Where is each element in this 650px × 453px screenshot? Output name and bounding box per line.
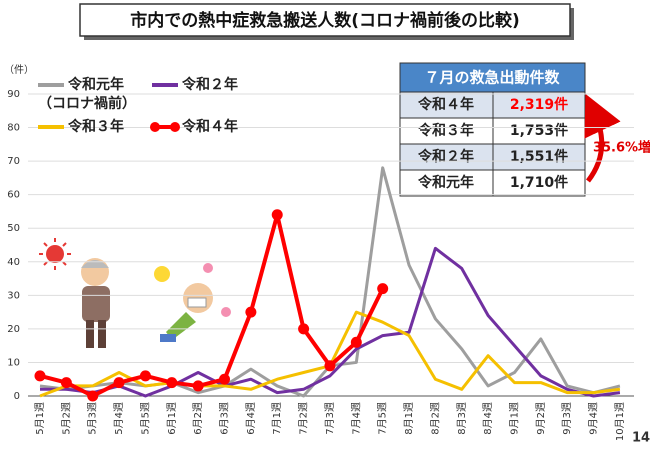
- marker: [245, 306, 257, 318]
- legend-label: 令和３年: [67, 118, 124, 135]
- marker: [113, 377, 125, 389]
- x-tick-label: 8月1週: [403, 402, 415, 435]
- x-tick-label: 8月3週: [456, 402, 468, 435]
- y-tick-label: 30: [7, 290, 20, 301]
- marker: [324, 360, 336, 372]
- marker: [219, 373, 231, 385]
- page-number: 14: [632, 431, 650, 446]
- marker: [60, 377, 72, 389]
- legend-label: 令和元年: [67, 76, 124, 93]
- x-tick-label: 6月3週: [219, 402, 231, 435]
- y-tick-label: 70: [7, 156, 20, 167]
- y-tick-label: 0: [14, 391, 20, 402]
- table-cell: 1,551件: [510, 148, 568, 165]
- legend-label: 令和２年: [181, 76, 238, 93]
- table-cell: 令和２年: [417, 148, 474, 165]
- marker: [34, 370, 46, 382]
- marker: [271, 209, 283, 221]
- marker: [166, 377, 178, 389]
- y-axis-label: （件）: [4, 64, 34, 76]
- x-tick-label: 8月2週: [429, 402, 441, 435]
- x-tick-label: 5月5週: [139, 402, 151, 435]
- table-cell: 令和４年: [417, 96, 474, 113]
- marker: [377, 283, 389, 295]
- legend-note: （コロナ禍前）: [38, 95, 136, 112]
- marker: [192, 380, 204, 392]
- x-tick-label: 9月4週: [588, 402, 600, 435]
- title-box: [79, 3, 571, 37]
- series-line: [40, 246, 621, 398]
- x-tick-label: 7月3週: [324, 402, 336, 435]
- x-tick-label: 6月4週: [245, 402, 257, 435]
- x-tick-label: 9月2週: [535, 402, 547, 435]
- x-tick-label: 5月4週: [113, 402, 125, 435]
- table-cell: 2,319件: [510, 96, 568, 113]
- x-tick-label: 9月3週: [561, 402, 573, 435]
- x-tick-label: 6月2週: [192, 402, 204, 435]
- table-cell: 令和３年: [417, 122, 474, 139]
- table-header: [400, 63, 585, 92]
- table-cell: 1,753件: [510, 122, 568, 139]
- y-tick-label: 10: [7, 357, 20, 368]
- x-tick-label: 5月2週: [60, 402, 72, 435]
- x-tick-label: 8月4週: [482, 402, 494, 435]
- x-tick-label: 10月1週: [614, 402, 626, 441]
- marker: [350, 336, 362, 348]
- x-tick-label: 7月5週: [377, 402, 389, 435]
- legend-marker: [170, 122, 180, 132]
- y-tick-label: 20: [7, 324, 20, 335]
- y-tick-label: 40: [7, 257, 20, 268]
- legend-marker: [150, 122, 160, 132]
- table-cell: 1,710件: [510, 174, 568, 191]
- y-tick-label: 90: [7, 89, 20, 100]
- y-tick-label: 50: [7, 223, 20, 234]
- table-title: ７月の救急出動件数: [424, 69, 560, 87]
- x-tick-label: 7月1週: [271, 402, 283, 435]
- x-tick-label: 7月2週: [298, 402, 310, 435]
- marker: [139, 370, 151, 382]
- legend-label: 令和４年: [181, 118, 238, 135]
- marker: [87, 390, 99, 402]
- x-tick-label: 9月1週: [508, 402, 520, 435]
- x-tick-label: 6月1週: [166, 402, 178, 435]
- x-tick-label: 5月3週: [87, 402, 99, 435]
- chart-title: 市内での熱中症救急搬送人数(コロナ禍前後の比較): [130, 10, 520, 31]
- annotation: 35.6%増: [593, 140, 650, 156]
- arrow: [584, 93, 621, 183]
- table-cell: 令和元年: [417, 174, 474, 191]
- illustration: [39, 238, 231, 348]
- x-tick-label: 5月1週: [34, 402, 46, 435]
- x-tick-label: 7月4週: [350, 402, 362, 435]
- marker: [298, 323, 310, 335]
- y-tick-label: 60: [7, 190, 20, 201]
- table: ７月の救急出動件数 令和４年 2,319件 令和３年 1,753件 令和２年 1…: [399, 62, 650, 197]
- y-tick-label: 80: [7, 123, 20, 134]
